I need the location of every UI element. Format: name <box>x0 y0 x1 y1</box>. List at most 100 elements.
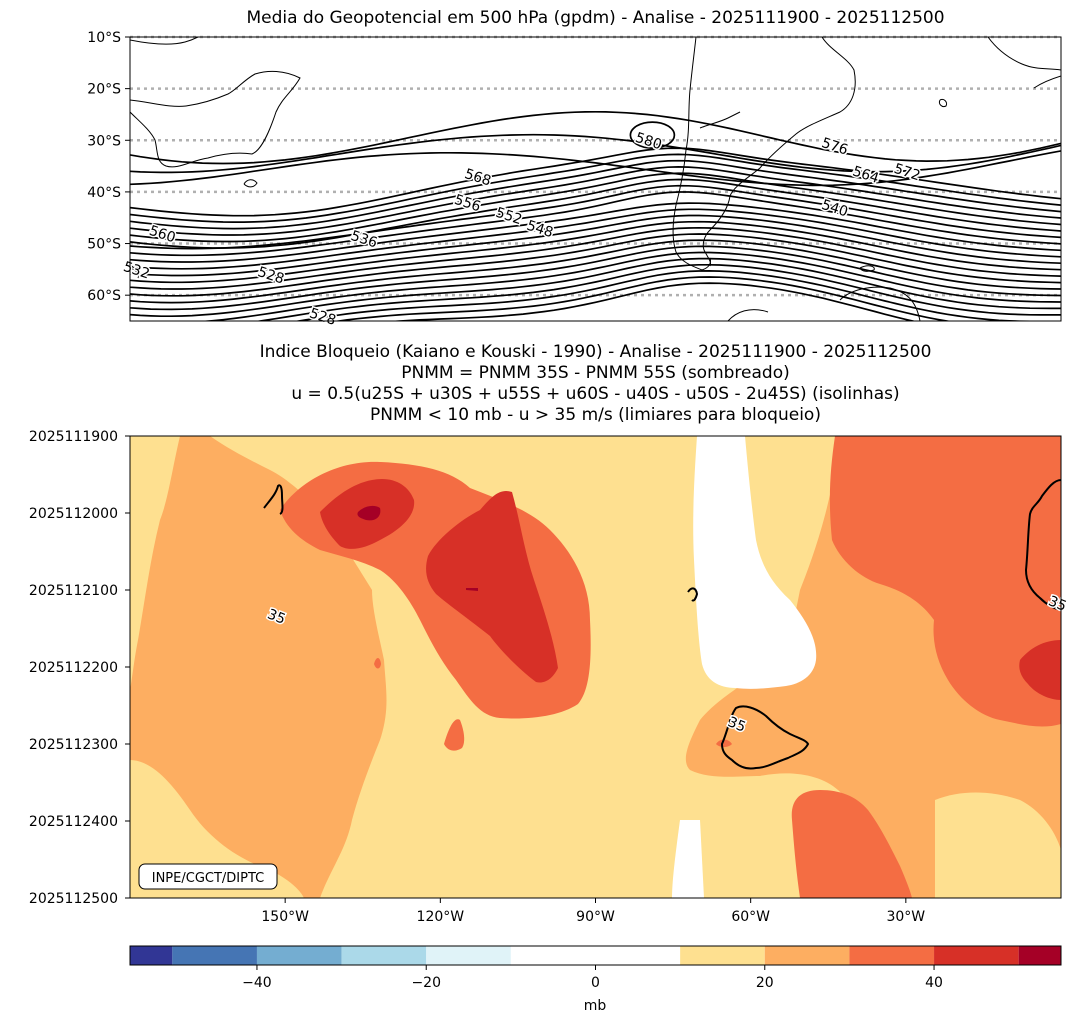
time-tick-label: 2025112500 <box>29 891 118 907</box>
map-frame <box>129 36 1062 322</box>
colorbar-bin <box>510 946 681 965</box>
geopotential-contour-line <box>255 263 1061 321</box>
time-tick-label: 2025112000 <box>29 506 118 522</box>
longitude-tick-label: 90°W <box>576 909 615 925</box>
coastline-australia <box>130 70 301 168</box>
top-chart-title: Media do Geopotencial em 500 hPa (gpdm) … <box>246 8 945 28</box>
geopotential-contour-line <box>130 172 1061 243</box>
geopotential-contour-line <box>130 166 1061 236</box>
wind-contour-1 <box>263 484 284 515</box>
geopotential-contour-line <box>130 184 1061 250</box>
colorbar-tick-label: 0 <box>591 975 600 991</box>
colorbar-bins <box>130 946 1061 965</box>
bottom-title-line-1: Indice Bloqueio (Kaiano e Kouski - 1990)… <box>259 342 932 362</box>
coastline-antarctica-2 <box>727 309 769 321</box>
geopotential-contour-line <box>130 257 1061 321</box>
geopotential-contour-line <box>130 153 1061 223</box>
colorbar-bin <box>934 946 1019 965</box>
shade-red-small-2 <box>374 658 381 669</box>
shade-yellow-right-bottom <box>935 792 1061 898</box>
latitude-tick-label: 20°S <box>87 82 121 98</box>
colorbar-tick-label: 40 <box>925 975 943 991</box>
geopotential-contour-line <box>130 251 1061 318</box>
latitude-tick-label: 10°S <box>87 30 121 46</box>
credit-box-frame <box>138 863 278 890</box>
geopotential-contour-line <box>130 159 1061 230</box>
geopotential-contour-line <box>387 282 917 321</box>
credit-box: INPE/CGCT/DIPTC <box>138 863 278 890</box>
colorbar: −40 −20 0 20 40 mb <box>129 945 1062 1014</box>
geopotential-contour-line <box>130 220 1061 284</box>
coastline-new-guinea <box>130 37 199 45</box>
time-tick-label: 2025112200 <box>29 660 118 676</box>
contour-580-closed <box>629 121 676 149</box>
credit-text: INPE/CGCT/DIPTC <box>152 871 264 886</box>
latitude-tick-label: 50°S <box>87 237 121 253</box>
shade-white-bottom <box>672 820 704 898</box>
colorbar-ticks: −40 −20 0 20 40 <box>242 965 943 991</box>
shade-dark-red-2 <box>426 490 558 683</box>
geopotential-contour-line <box>130 178 1061 249</box>
wind-contour-4 <box>1024 479 1061 611</box>
longitude-tick-label: 60°W <box>731 909 770 925</box>
colorbar-bin <box>426 946 511 965</box>
geopotential-contour-line <box>130 202 1061 263</box>
colorbar-label: mb <box>584 998 607 1014</box>
coastline-new-zealand <box>130 267 139 279</box>
latitude-axis: 10°S 20°S 30°S 40°S 50°S 60°S <box>87 30 130 304</box>
shade-dark-red-3 <box>1019 640 1061 700</box>
geopotential-contour-line-upper <box>130 133 1061 174</box>
coastline-africa-south <box>1033 75 1061 89</box>
shade-darkest-red-1 <box>357 505 381 521</box>
coastline-south-america-west <box>672 37 711 271</box>
colorbar-bin <box>1018 946 1061 965</box>
geopotential-contour-line <box>130 208 1061 270</box>
shade-white-channel <box>693 436 817 689</box>
time-tick-label: 2025111900 <box>29 429 118 445</box>
longitude-axis: 150°W 120°W 90°W 60°W 30°W <box>261 898 925 925</box>
colorbar-bin <box>849 946 935 965</box>
colorbar-bin <box>341 946 427 965</box>
shade-red-small-1 <box>444 719 465 751</box>
latitude-tick-label: 60°S <box>87 288 121 304</box>
geopotential-contour-line <box>130 233 1061 297</box>
time-tick-label: 2025112300 <box>29 737 118 753</box>
coastline-tasmania <box>243 179 258 188</box>
geopotential-contour-line <box>130 239 1061 304</box>
colorbar-bin <box>764 946 850 965</box>
shade-yellow-left-top <box>130 436 180 690</box>
colorbar-bin <box>172 946 257 965</box>
bottom-chart-title: Indice Bloqueio (Kaiano e Kouski - 1990)… <box>130 342 1061 426</box>
colorbar-tick-label: −40 <box>242 975 272 991</box>
geopotential-contour-line <box>130 214 1061 277</box>
geopotential-contour-line <box>130 245 1061 311</box>
time-axis: 2025111900 2025112000 2025112100 2025112200… <box>29 429 130 907</box>
longitude-tick-label: 120°W <box>417 909 465 925</box>
shade-red-small-3 <box>716 739 732 747</box>
geopotential-contour-line <box>130 191 1061 257</box>
bottom-title-line-3: u = 0.5(u25S + u30S + u55S + u60S - u40S… <box>291 384 900 404</box>
coastline-island-south-atlantic <box>939 99 947 107</box>
colorbar-tick-label: −20 <box>411 975 441 991</box>
longitude-tick-label: 30°W <box>886 909 925 925</box>
geopotential-contour-line-upper <box>130 150 1061 187</box>
geopotential-contour-line <box>130 226 1061 290</box>
blocking-index-shading <box>130 436 1061 898</box>
shade-darkest-red-2 <box>466 588 478 591</box>
colorbar-bin <box>256 946 342 965</box>
bottom-title-line-4: PNMM < 10 mb - u > 35 m/s (limiares para… <box>370 405 821 425</box>
time-tick-label: 2025112400 <box>29 814 118 830</box>
geopotential-contour-line-upper <box>130 110 1061 165</box>
geopotential-contour-line <box>333 276 952 321</box>
coastline-africa <box>987 37 1061 71</box>
latitude-tick-label: 30°S <box>87 133 121 149</box>
wind-contours <box>263 479 1061 770</box>
coastline-south-america-east <box>702 37 856 267</box>
bottom-title-line-2: PNMM = PNMM 35S - PNMM 55S (sombreado) <box>401 363 790 383</box>
geopotential-contour-line <box>293 270 1061 321</box>
coastlines <box>130 37 1061 321</box>
latitude-tick-label: 40°S <box>87 185 121 201</box>
coastline-antarctica-3 <box>859 265 875 272</box>
colorbar-bin <box>680 946 765 965</box>
